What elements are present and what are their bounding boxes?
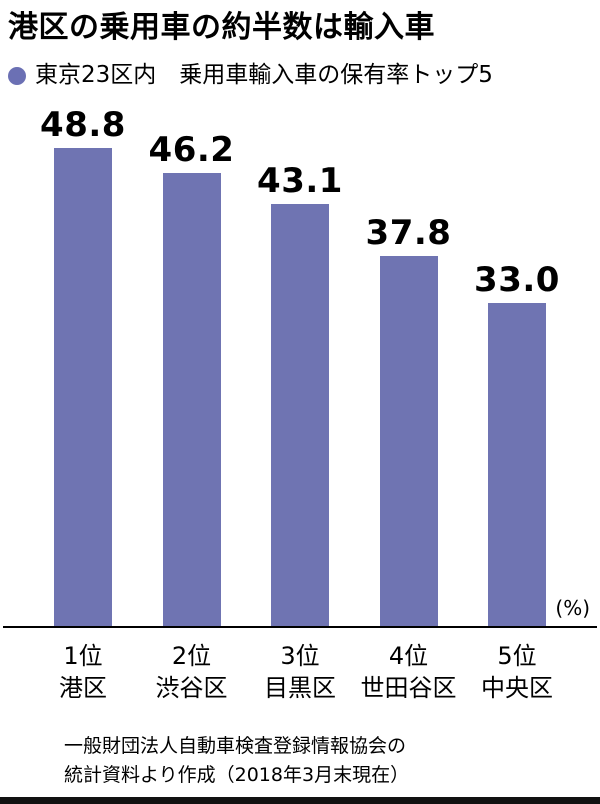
category-labels-row: 1位 港区 2位 渋谷区 3位 目黒区 4位 世田谷区 5位 中央区: [0, 640, 600, 705]
bar-column: 46.2: [140, 130, 244, 626]
bar: [54, 147, 112, 626]
bar-value-label: 46.2: [148, 129, 235, 170]
bar-column: 33.0: [465, 260, 569, 626]
bar-chart: 48.8 46.2 43.1 37.8 33.0 (%): [0, 105, 600, 626]
bar-value-label: 37.8: [365, 212, 452, 253]
category-rank: 5位: [497, 641, 537, 670]
category-label: 4位世田谷区: [357, 640, 461, 705]
bottom-border-bar: [0, 797, 600, 804]
category-rank: 3位: [280, 641, 320, 670]
source-note: 一般財団法人自動車検査登録情報協会の 統計資料より作成（2018年3月末現在）: [0, 732, 600, 789]
bar-column: 37.8: [357, 213, 461, 626]
x-axis-line: [3, 625, 597, 628]
category-rank: 2位: [171, 641, 212, 670]
category-name: 港区: [59, 673, 107, 702]
category-label: 2位渋谷区: [140, 640, 244, 705]
chart-subtitle-label: 東京23区内 乗用車輸入車の保有率トップ5: [35, 62, 493, 88]
bar-column: 43.1: [248, 161, 352, 626]
bar-column: 48.8: [31, 105, 135, 626]
category-rank: 4位: [388, 641, 429, 670]
bar-value-label: 48.8: [40, 104, 126, 145]
category-label: 1位港区: [31, 640, 135, 705]
bar: [162, 172, 221, 626]
source-note-line2: 統計資料より作成（2018年3月末現在）: [64, 763, 410, 786]
category-name: 世田谷区: [360, 673, 457, 702]
unit-label: (%): [555, 595, 590, 620]
bar: [271, 203, 329, 626]
chart-subtitle: 東京23区内 乗用車輸入車の保有率トップ5: [0, 46, 600, 90]
category-name: 目黒区: [264, 673, 336, 702]
category-label: 5位中央区: [465, 640, 569, 705]
category-rank: 1位: [63, 641, 103, 670]
category-name: 渋谷区: [155, 673, 228, 702]
bar: [488, 302, 546, 626]
bar: [379, 255, 438, 626]
bar-value-label: 43.1: [257, 160, 343, 201]
bullet-icon: [8, 66, 26, 85]
source-note-line1: 一般財団法人自動車検査登録情報協会の: [64, 735, 407, 758]
category-label: 3位目黒区: [248, 640, 352, 705]
bar-value-label: 33.0: [474, 259, 560, 300]
category-name: 中央区: [481, 673, 553, 702]
page-title: 港区の乗用車の約半数は輸入車: [8, 10, 435, 45]
bars-row: 48.8 46.2 43.1 37.8 33.0: [31, 105, 569, 626]
